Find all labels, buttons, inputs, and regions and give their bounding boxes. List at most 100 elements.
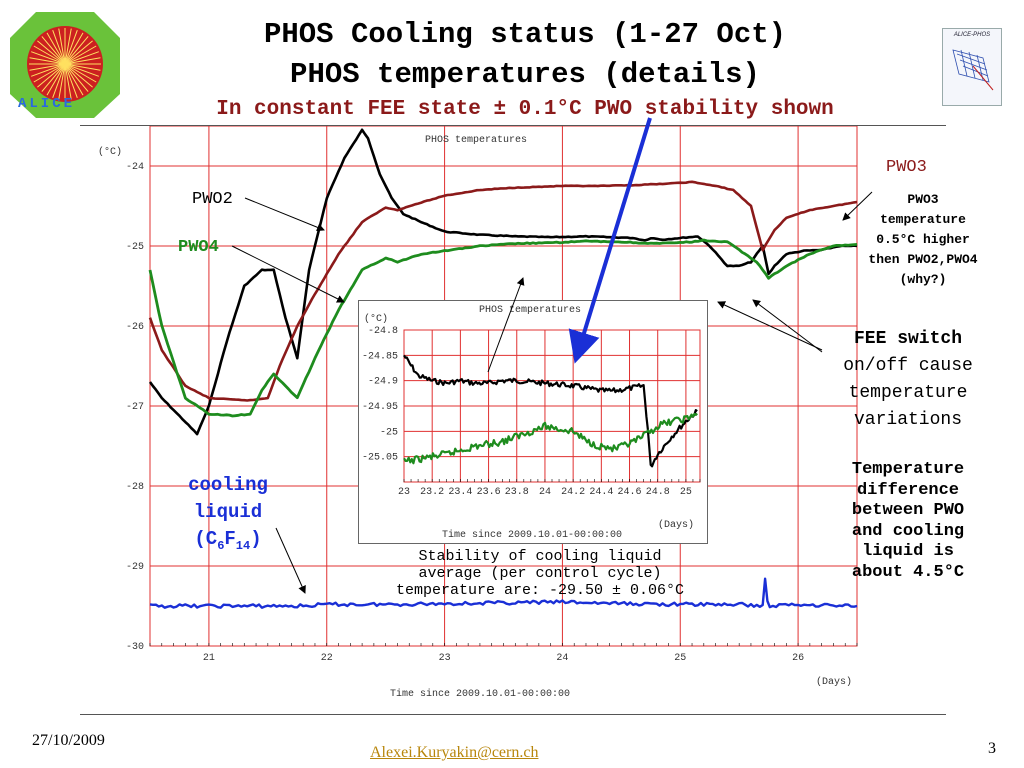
difference-note-line: Temperature <box>851 460 965 479</box>
difference-note-line: difference <box>856 480 960 500</box>
burst-line <box>29 63 66 71</box>
difference-note-line: liquid is <box>862 542 954 561</box>
burst-line <box>29 57 66 65</box>
burst-line <box>64 30 78 65</box>
x-tick-label: 24 <box>539 487 551 498</box>
burst-line <box>64 63 97 83</box>
burst-line <box>64 32 84 65</box>
y-tick-label: -24.8 <box>368 326 398 337</box>
formula-part: ) <box>250 528 262 550</box>
burst-line <box>46 32 66 65</box>
series-pwo4 <box>148 238 858 418</box>
difference-note: Temperature difference between PWO and c… <box>818 460 998 583</box>
x-tick-label: 25 <box>674 653 686 664</box>
pwo2-label: PWO2 <box>192 190 233 209</box>
x-tick-label: 23.2 <box>420 487 444 498</box>
y-tick-label: -30 <box>126 642 144 653</box>
pwo3-note-line: temperature <box>880 212 966 227</box>
series-cooling-liquid <box>149 577 858 609</box>
burst-line <box>64 63 101 71</box>
y-tick-label: -27 <box>126 402 144 413</box>
main-temperature-chart: 21 22 23 24 25 26 -24 -25 -26 -27 -28 -29 -30 PHOS te… <box>98 126 858 700</box>
x-tick-label: 23 <box>439 653 451 664</box>
burst-line <box>52 30 66 65</box>
phos-logo: ALICE-PHOS <box>942 28 1002 106</box>
stability-note-line: Stability of cooling liquid <box>418 548 662 565</box>
pwo3-label: PWO3 <box>886 158 927 177</box>
burst-line <box>41 63 66 92</box>
slide-stability-title: In constant FEE state ± 0.1°C PWO stabil… <box>216 98 834 121</box>
burst-line <box>33 45 66 65</box>
slide-title: PHOS Cooling status (1-27 Oct) <box>263 18 787 51</box>
x-tick-label: 23.6 <box>477 487 501 498</box>
fee-note-bold: FEE switch <box>853 329 963 349</box>
burst-line <box>64 63 78 98</box>
burst-line <box>64 51 99 65</box>
burst-line <box>31 51 66 65</box>
phos-detector-icon <box>952 49 994 91</box>
x-unit-label: (Days) <box>816 676 852 688</box>
burst-line <box>64 57 101 65</box>
burst-line <box>58 63 66 100</box>
chart-title: PHOS temperatures <box>425 135 527 146</box>
slide-subtitle: PHOS temperatures (details) <box>290 58 760 91</box>
x-tick-label: 23.8 <box>505 487 529 498</box>
x-tick-label: 25 <box>680 487 692 498</box>
alice-logo <box>10 12 120 118</box>
x-tick-label: 24.8 <box>646 487 670 498</box>
page-number: 3 <box>988 740 996 757</box>
fee-pointer-1 <box>717 301 823 351</box>
difference-note-line: about 4.5°C <box>851 562 965 582</box>
difference-note-line: and cooling <box>851 521 965 541</box>
formula-part: F <box>224 528 236 550</box>
inset-pointer <box>487 277 525 373</box>
y-tick-label: -25.05 <box>362 453 398 464</box>
y-unit-label: (°C) <box>98 146 122 158</box>
stability-note-line: average (per control cycle) <box>418 565 662 582</box>
burst-line <box>58 28 66 65</box>
y-tick-label: -26 <box>126 322 144 333</box>
author-email-link[interactable]: Alexei.Kuryakin@cern.ch <box>370 744 539 761</box>
x-axis-label: Time since 2009.10.01-00:00:00 <box>442 529 622 541</box>
burst-line <box>64 40 93 65</box>
cooling-label-line: liquid <box>193 501 263 523</box>
cooling-label-line: cooling <box>188 474 268 496</box>
burst-line <box>37 63 66 88</box>
y-tick-label: -29 <box>126 562 144 573</box>
burst-line <box>31 63 66 77</box>
fee-note-line: on/off cause <box>843 356 973 376</box>
y-tick-label: -24.9 <box>368 377 398 388</box>
difference-note-line: between PWO <box>851 501 965 520</box>
y-tick-label: -24.85 <box>362 351 398 362</box>
burst-line <box>41 36 66 65</box>
series-pwo2 <box>148 128 858 436</box>
cooling-liquid-label: cooling liquid (C6F14) <box>166 472 290 560</box>
burst-line <box>64 63 84 96</box>
cooling-formula: (C6F14) <box>166 526 290 560</box>
x-tick-label: 24.4 <box>589 487 613 498</box>
y-tick-label: -25 <box>126 242 144 253</box>
pwo3-pointer <box>842 191 873 221</box>
x-tick-label: 24.6 <box>618 487 642 498</box>
pwo4-label: PWO4 <box>178 238 219 257</box>
pwo3-note-line: PWO3 <box>907 192 939 207</box>
pwo3-note: PWO3 temperature 0.5°C higher then PWO2,… <box>850 190 996 290</box>
pwo4-pointer <box>231 245 345 303</box>
bottom-rule <box>80 714 946 715</box>
stability-note: Stability of cooling liquid average (per… <box>330 548 750 599</box>
x-tick-label: 24 <box>556 653 568 664</box>
pwo3-note-line: 0.5°C higher <box>876 232 970 247</box>
burst-line <box>64 63 72 100</box>
x-axis-label: Time since 2009.10.01-00:00:00 <box>390 688 570 700</box>
alice-logo-text: ALICE <box>18 96 76 112</box>
y-tick-label: -24 <box>126 162 144 173</box>
pwo3-note-line: (why?) <box>899 272 947 287</box>
y-tick-label: -25 <box>380 427 398 438</box>
y-tick-label: -28 <box>126 482 144 493</box>
burst-line <box>64 63 93 88</box>
slide-date: 27/10/2009 <box>32 732 105 749</box>
phos-logo-text: ALICE-PHOS <box>953 32 991 38</box>
fee-note-line: variations <box>853 410 963 430</box>
burst-line <box>46 63 66 96</box>
